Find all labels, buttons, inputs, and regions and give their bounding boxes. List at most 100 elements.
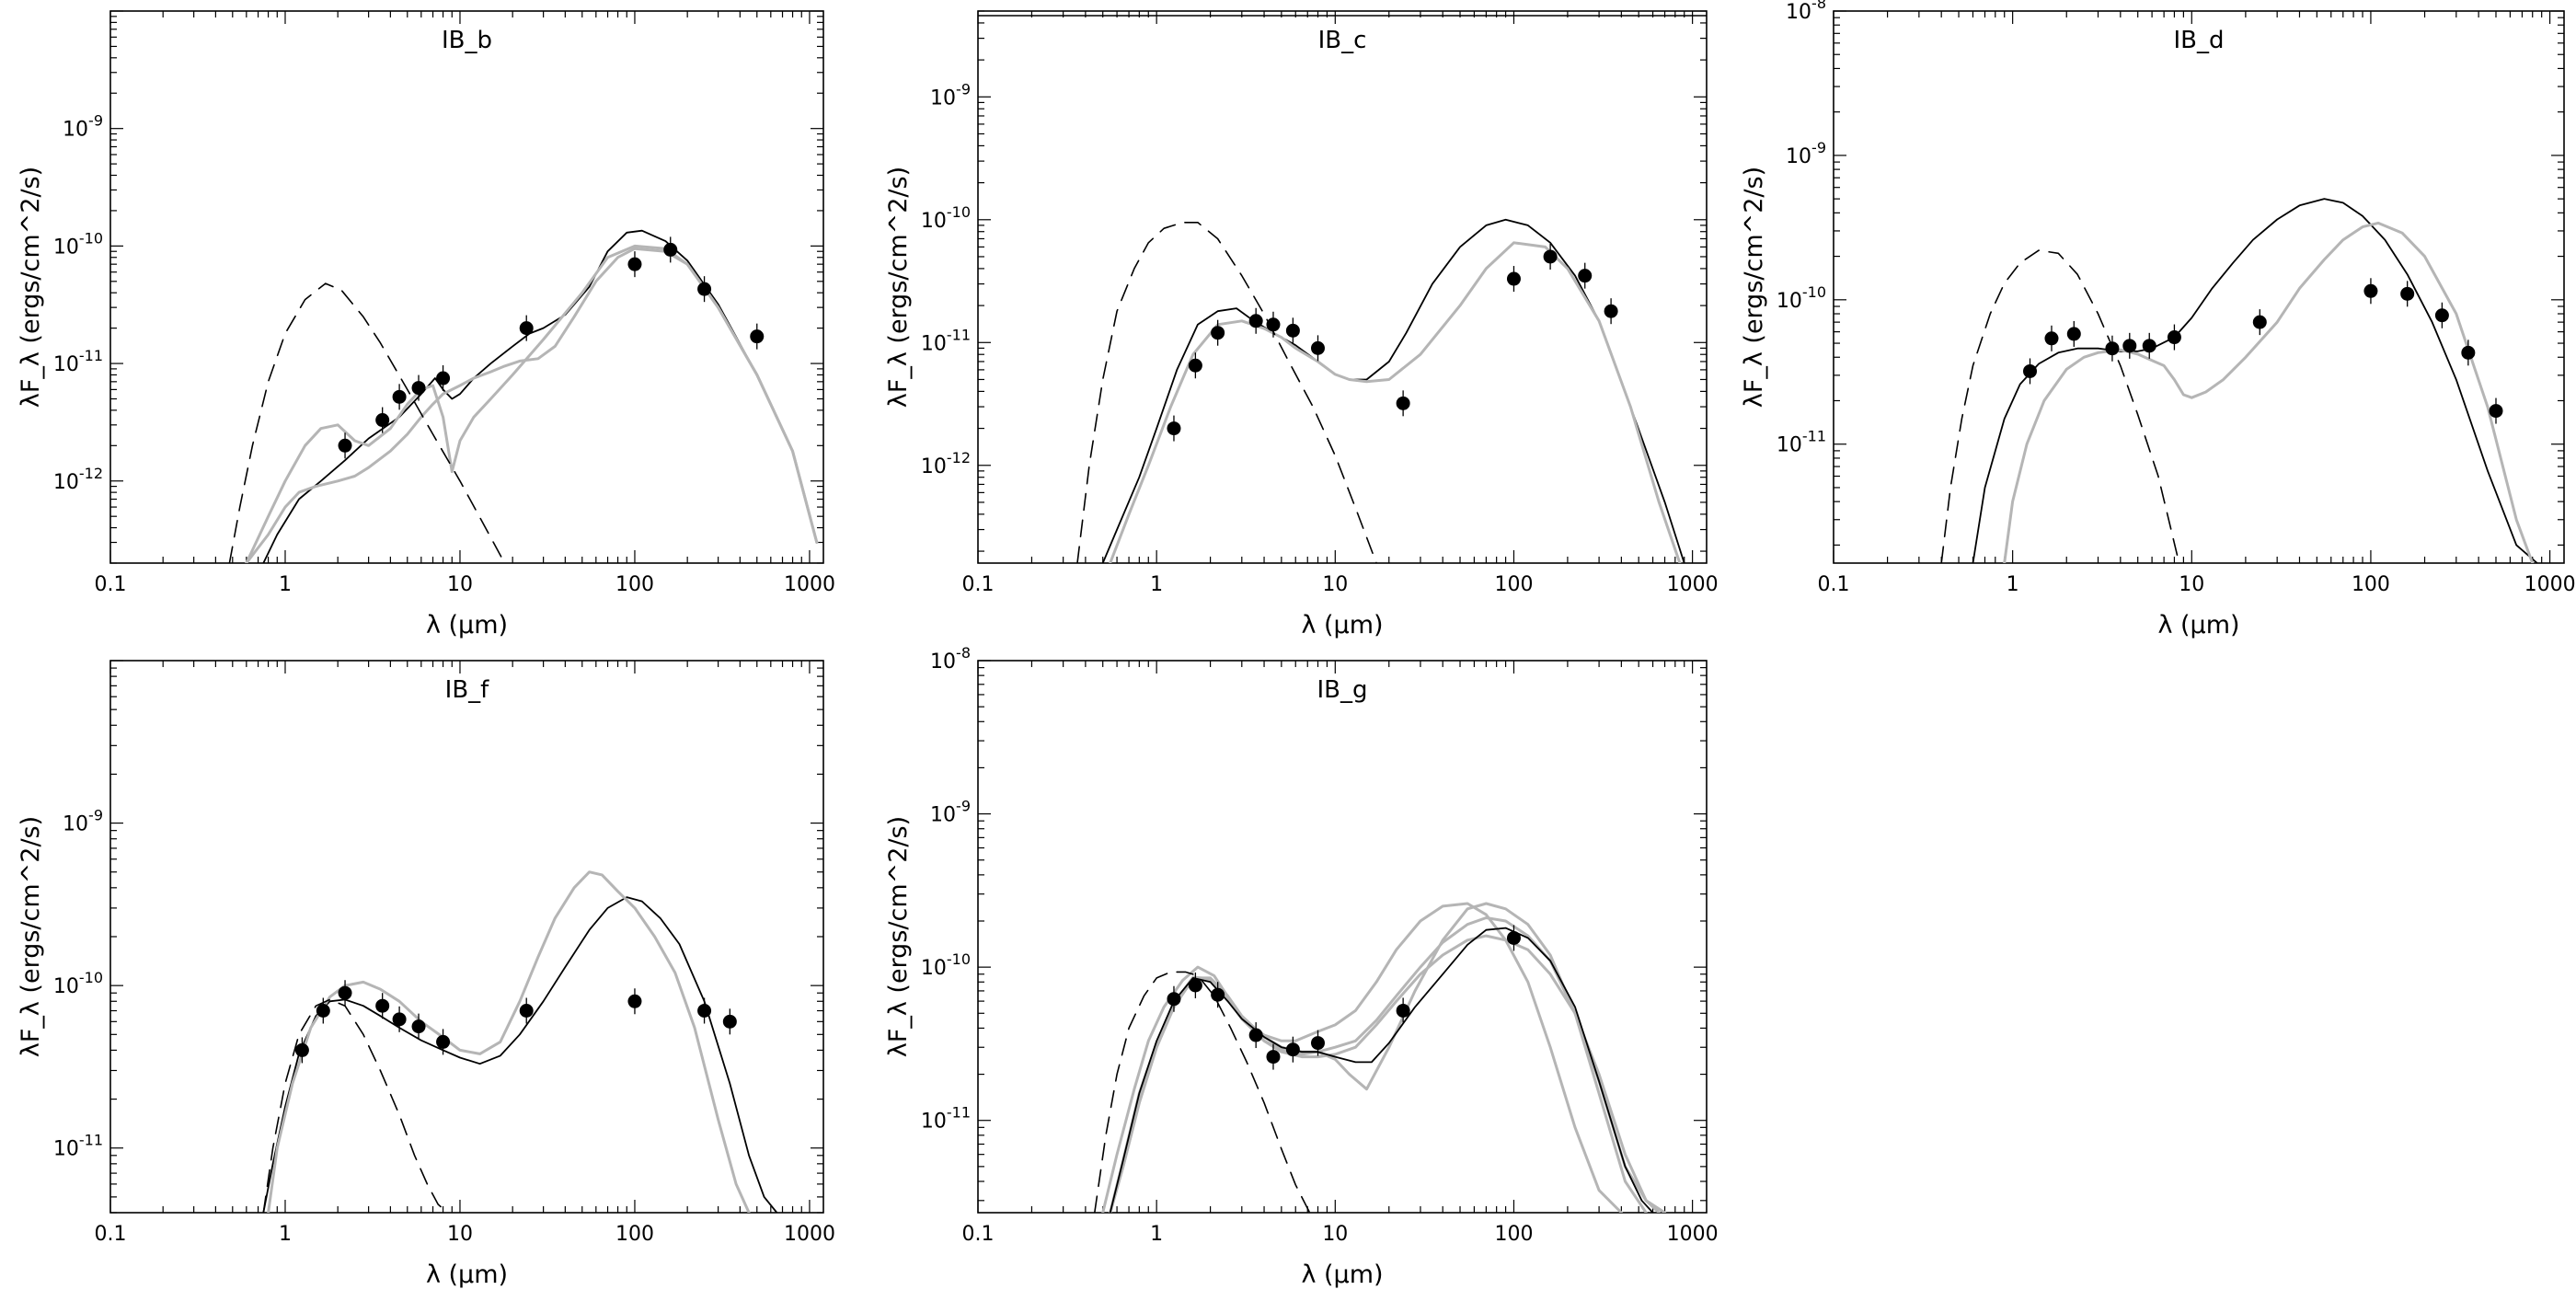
y-tick-mantissa: 10 xyxy=(63,119,88,142)
y-tick-exponent: -11 xyxy=(79,347,103,364)
data-point xyxy=(1188,358,1202,373)
model-curve-stellar-photosphere xyxy=(1076,222,1377,563)
panel-title: IB_f xyxy=(445,676,490,704)
data-point xyxy=(1396,396,1410,410)
data-point xyxy=(2023,363,2038,378)
x-tick-label: 1000 xyxy=(1667,1223,1719,1246)
y-tick-label: 10-9 xyxy=(1786,139,1826,168)
data-point xyxy=(2434,308,2449,323)
x-axis-label: λ (μm) xyxy=(1301,611,1383,639)
y-tick-label: 10-11 xyxy=(53,347,103,376)
plot-frame xyxy=(977,10,1708,564)
data-point xyxy=(2044,331,2059,346)
x-tick-label: 1000 xyxy=(784,1223,835,1246)
y-tick-exponent: -8 xyxy=(1811,0,1826,12)
y-tick-exponent: -8 xyxy=(956,644,971,662)
data-point xyxy=(1211,326,1225,340)
model-curve-alternate-model xyxy=(1109,241,1682,563)
y-tick-mantissa: 10 xyxy=(921,957,947,980)
y-tick-mantissa: 10 xyxy=(1777,434,1802,457)
data-point xyxy=(519,1004,534,1019)
data-point xyxy=(2167,330,2181,345)
x-tick-label: 1 xyxy=(1150,1223,1163,1246)
y-tick-mantissa: 10 xyxy=(921,210,947,233)
data-point xyxy=(722,1014,737,1029)
x-tick-label: 100 xyxy=(615,573,654,596)
plot-frame xyxy=(1833,10,2565,564)
y-tick-exponent: -9 xyxy=(88,112,103,130)
y-tick-label: 10-8 xyxy=(1786,0,1826,24)
data-point xyxy=(375,413,390,428)
y-tick-label: 10-12 xyxy=(53,465,103,494)
data-point xyxy=(2489,404,2503,419)
y-tick-exponent: -10 xyxy=(79,229,103,247)
y-tick-label: 10-10 xyxy=(921,950,971,980)
y-tick-mantissa: 10 xyxy=(930,804,956,827)
data-point xyxy=(1396,1003,1410,1018)
x-axis-label: λ (μm) xyxy=(2157,611,2239,639)
y-tick-mantissa: 10 xyxy=(1786,145,1811,168)
x-tick-label: 0.1 xyxy=(1818,573,1850,596)
y-axis-label: λF_λ (ergs/cm^2/s) xyxy=(17,167,45,408)
x-tick-label: 1 xyxy=(279,1223,292,1246)
model-curve-stellar-photosphere xyxy=(228,282,506,563)
model-curve-best-fit-model xyxy=(262,229,818,563)
model-curve-alternate-model xyxy=(2003,221,2535,563)
data-point xyxy=(2105,341,2120,356)
x-tick-label: 1000 xyxy=(784,573,835,596)
model-curves xyxy=(1094,902,1667,1213)
y-tick-label: 10-10 xyxy=(53,229,103,259)
x-tick-label: 100 xyxy=(1494,573,1533,596)
y-tick-mantissa: 10 xyxy=(921,455,947,478)
x-tick-label: 10 xyxy=(1322,1223,1348,1246)
data-point xyxy=(2363,283,2378,298)
y-tick-exponent: -10 xyxy=(947,203,971,221)
data-point xyxy=(1167,992,1181,1007)
x-tick-label: 10 xyxy=(447,573,473,596)
data-point xyxy=(750,329,765,344)
data-point xyxy=(2142,339,2156,353)
y-tick-mantissa: 10 xyxy=(53,471,79,494)
y-tick-mantissa: 10 xyxy=(1777,290,1802,313)
y-tick-label: 10-10 xyxy=(53,969,103,998)
x-axis-label: λ (μm) xyxy=(1301,1261,1383,1289)
panel-title: IB_d xyxy=(2173,27,2224,54)
model-curve-alternate-model-2 xyxy=(1109,902,1648,1213)
model-curve-stellar-photosphere xyxy=(1940,249,2180,563)
data-point xyxy=(436,1034,451,1049)
plot-frame xyxy=(109,10,824,564)
y-tick-exponent: -9 xyxy=(88,807,103,824)
model-curve-alternate-model-1 xyxy=(1101,902,1623,1213)
y-axis-label: λF_λ (ergs/cm^2/s) xyxy=(17,816,45,1057)
y-tick-label: 10-8 xyxy=(930,644,971,674)
y-tick-label: 10-9 xyxy=(63,807,103,836)
data-point xyxy=(316,1004,330,1019)
y-tick-label: 10-11 xyxy=(1777,428,1826,457)
x-tick-label: 100 xyxy=(1494,1223,1533,1246)
data-point xyxy=(2461,345,2476,360)
x-axis-label: λ (μm) xyxy=(426,611,508,639)
plot-frame xyxy=(109,660,824,1214)
y-tick-exponent: -12 xyxy=(79,465,103,482)
data-point xyxy=(627,994,642,1008)
model-curve-best-fit-model xyxy=(1101,218,1685,563)
x-tick-label: 10 xyxy=(2179,573,2204,596)
data-point xyxy=(1248,1028,1263,1042)
y-tick-exponent: -9 xyxy=(956,798,971,815)
y-tick-label: 10-12 xyxy=(921,449,971,478)
model-curve-best-fit-model xyxy=(262,896,778,1213)
model-curve-alternate-model-1 xyxy=(245,244,819,563)
data-point xyxy=(411,1019,426,1034)
model-curve-best-fit-model xyxy=(1972,198,2538,563)
y-tick-mantissa: 10 xyxy=(53,353,79,376)
data-point xyxy=(411,381,426,396)
x-tick-label: 1000 xyxy=(1667,573,1719,596)
data-point xyxy=(1506,930,1521,945)
data-point xyxy=(1604,304,1618,318)
photometry-points xyxy=(338,236,765,459)
x-tick-label: 1 xyxy=(279,573,292,596)
panel-title: IB_b xyxy=(442,27,492,54)
y-tick-exponent: -9 xyxy=(956,80,971,98)
